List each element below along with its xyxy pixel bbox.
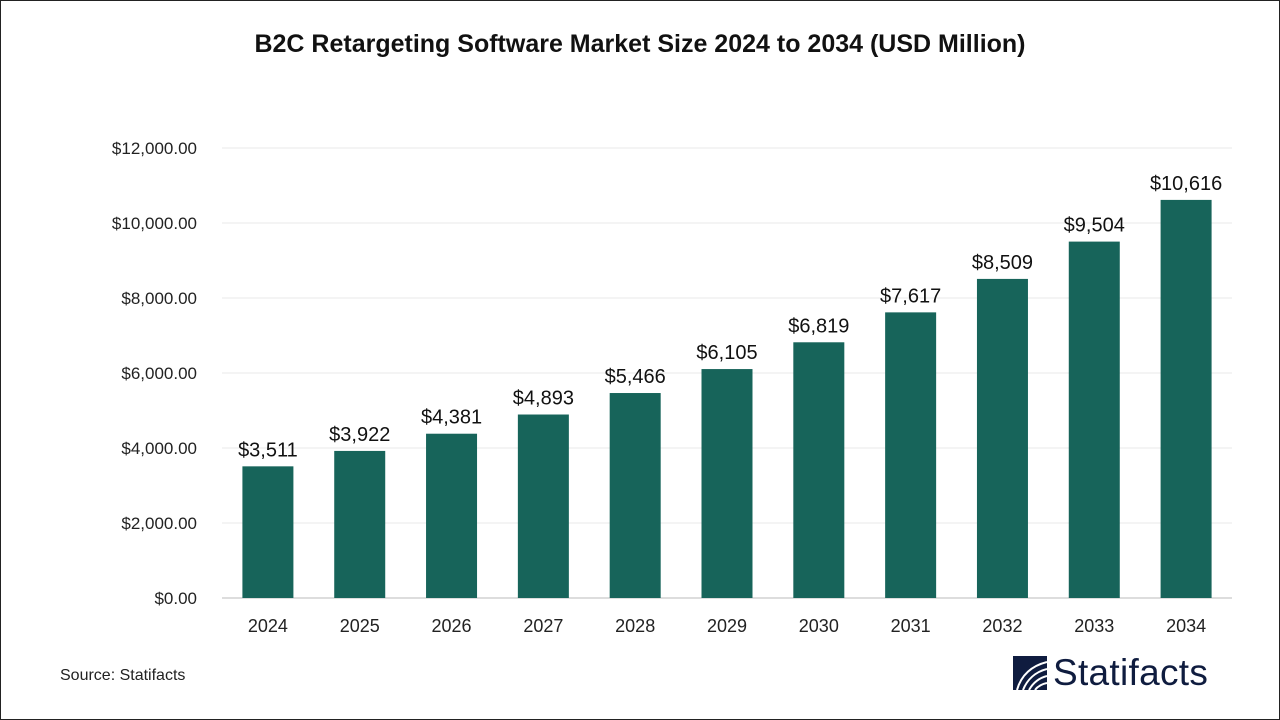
bar-2030	[793, 342, 845, 598]
bar-2026	[426, 433, 478, 598]
y-tick-label: $6,000.00	[121, 364, 197, 383]
chart-title: B2C Retargeting Software Market Size 202…	[254, 30, 1026, 58]
bar-2029	[701, 369, 753, 598]
data-label-2028: $5,466	[605, 366, 666, 388]
x-tick-label: 2027	[523, 616, 563, 636]
bar-2025	[334, 450, 386, 598]
x-tick-label: 2025	[340, 616, 380, 636]
data-label-2034: $10,616	[1150, 173, 1222, 195]
data-label-2032: $8,509	[972, 252, 1033, 274]
data-label-2030: $6,819	[788, 315, 849, 337]
bar-2033	[1068, 241, 1120, 598]
bar-2031	[885, 312, 937, 598]
x-tick-label: 2028	[615, 616, 655, 636]
y-tick-label: $8,000.00	[121, 289, 197, 308]
data-label-2033: $9,504	[1064, 215, 1125, 237]
data-label-2025: $3,922	[329, 424, 390, 446]
data-label-2026: $4,381	[421, 407, 482, 429]
logo-text: Statifacts	[1053, 652, 1209, 693]
x-tick-label: 2032	[982, 616, 1022, 636]
x-tick-label: 2026	[432, 616, 472, 636]
x-tick-label: 2033	[1074, 616, 1114, 636]
statifacts-logo-icon	[1013, 656, 1047, 690]
data-label-2027: $4,893	[513, 388, 574, 410]
bar-2028	[609, 393, 661, 598]
bar-2034	[1160, 199, 1212, 598]
y-tick-label: $4,000.00	[121, 439, 197, 458]
bar-2032	[976, 278, 1028, 598]
y-tick-label: $0.00	[154, 589, 197, 608]
bar-2027	[517, 414, 569, 598]
data-label-2029: $6,105	[696, 342, 757, 364]
y-tick-label: $10,000.00	[112, 214, 197, 233]
y-tick-label: $2,000.00	[121, 514, 197, 533]
statifacts-logo: Statifacts	[1013, 652, 1208, 694]
bar-2024	[242, 466, 294, 598]
x-tick-label: 2029	[707, 616, 747, 636]
y-tick-label: $12,000.00	[112, 139, 197, 158]
x-tick-label: 2024	[248, 616, 288, 636]
source-note: Source: Statifacts	[60, 667, 186, 684]
x-tick-label: 2030	[799, 616, 839, 636]
x-tick-label: 2034	[1166, 616, 1206, 636]
data-label-2024: $3,511	[238, 439, 298, 461]
x-tick-label: 2031	[891, 616, 931, 636]
data-label-2031: $7,617	[880, 285, 941, 307]
